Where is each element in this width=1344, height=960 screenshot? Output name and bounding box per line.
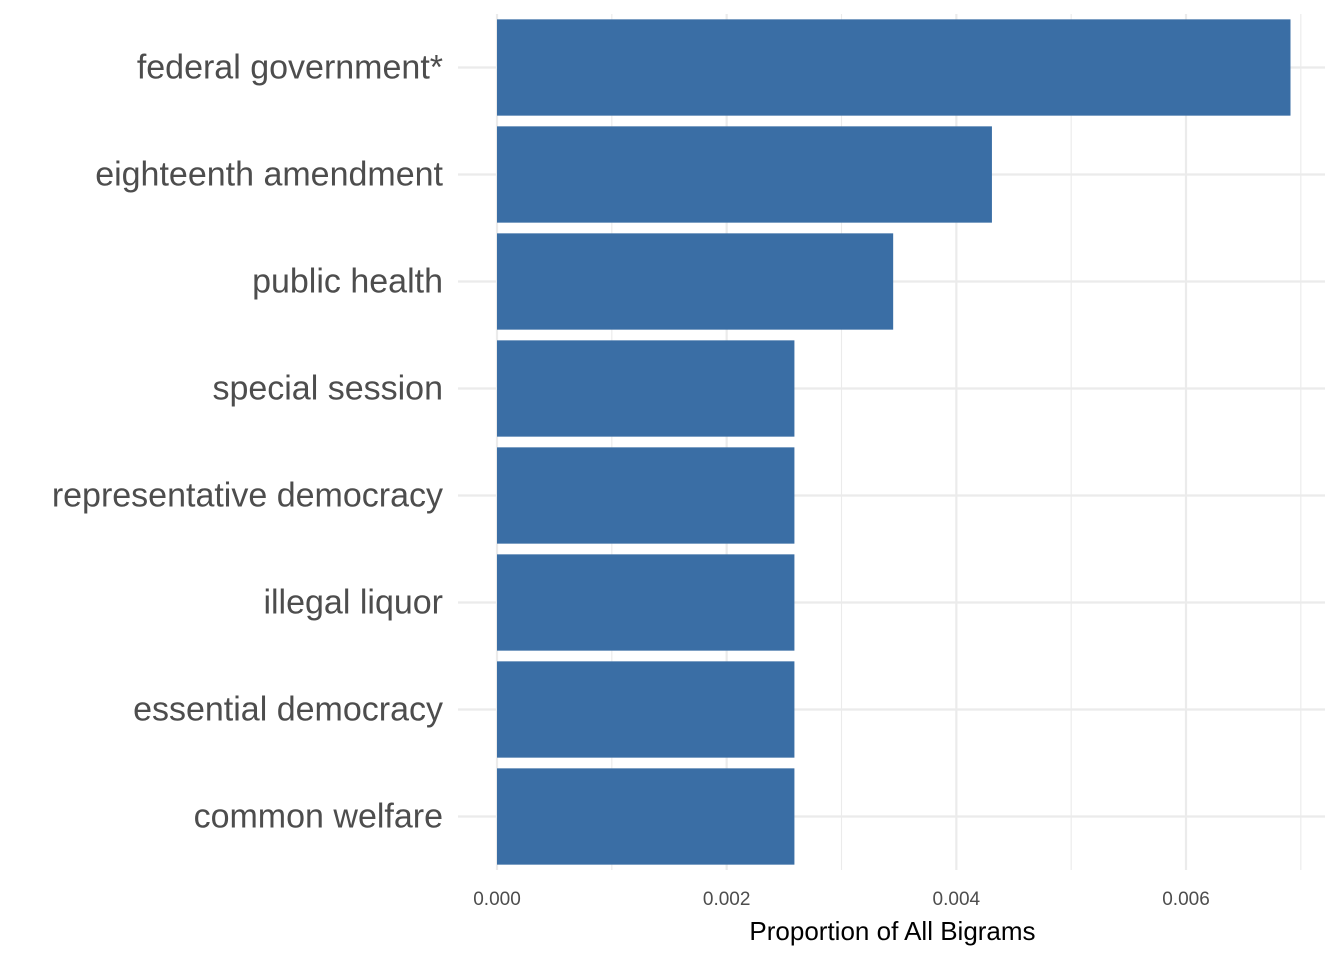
category-label: special session bbox=[212, 370, 443, 408]
x-tick-label: 0.006 bbox=[1162, 889, 1210, 910]
bar bbox=[497, 768, 795, 865]
bar bbox=[497, 447, 795, 544]
category-label: common welfare bbox=[194, 798, 443, 836]
category-label: public health bbox=[252, 263, 443, 301]
x-tick-labels: 0.000 0.002 0.004 0.006 bbox=[473, 889, 1210, 910]
bar bbox=[497, 19, 1291, 116]
category-label: federal government* bbox=[137, 49, 443, 87]
bar bbox=[497, 661, 795, 758]
x-tick-label: 0.000 bbox=[473, 889, 521, 910]
category-labels: federal government* eighteenth amendment p… bbox=[52, 49, 444, 836]
x-axis-title: Proportion of All Bigrams bbox=[749, 916, 1035, 946]
bar bbox=[497, 233, 894, 330]
bars bbox=[497, 19, 1291, 865]
category-label: illegal liquor bbox=[263, 584, 443, 622]
category-label: essential democracy bbox=[133, 691, 443, 729]
x-tick-label: 0.004 bbox=[933, 889, 981, 910]
bar bbox=[497, 554, 795, 651]
category-label: eighteenth amendment bbox=[95, 156, 443, 194]
category-label: representative democracy bbox=[52, 477, 443, 515]
x-tick-label: 0.002 bbox=[703, 889, 751, 910]
bar bbox=[497, 126, 992, 223]
bar bbox=[497, 340, 795, 437]
